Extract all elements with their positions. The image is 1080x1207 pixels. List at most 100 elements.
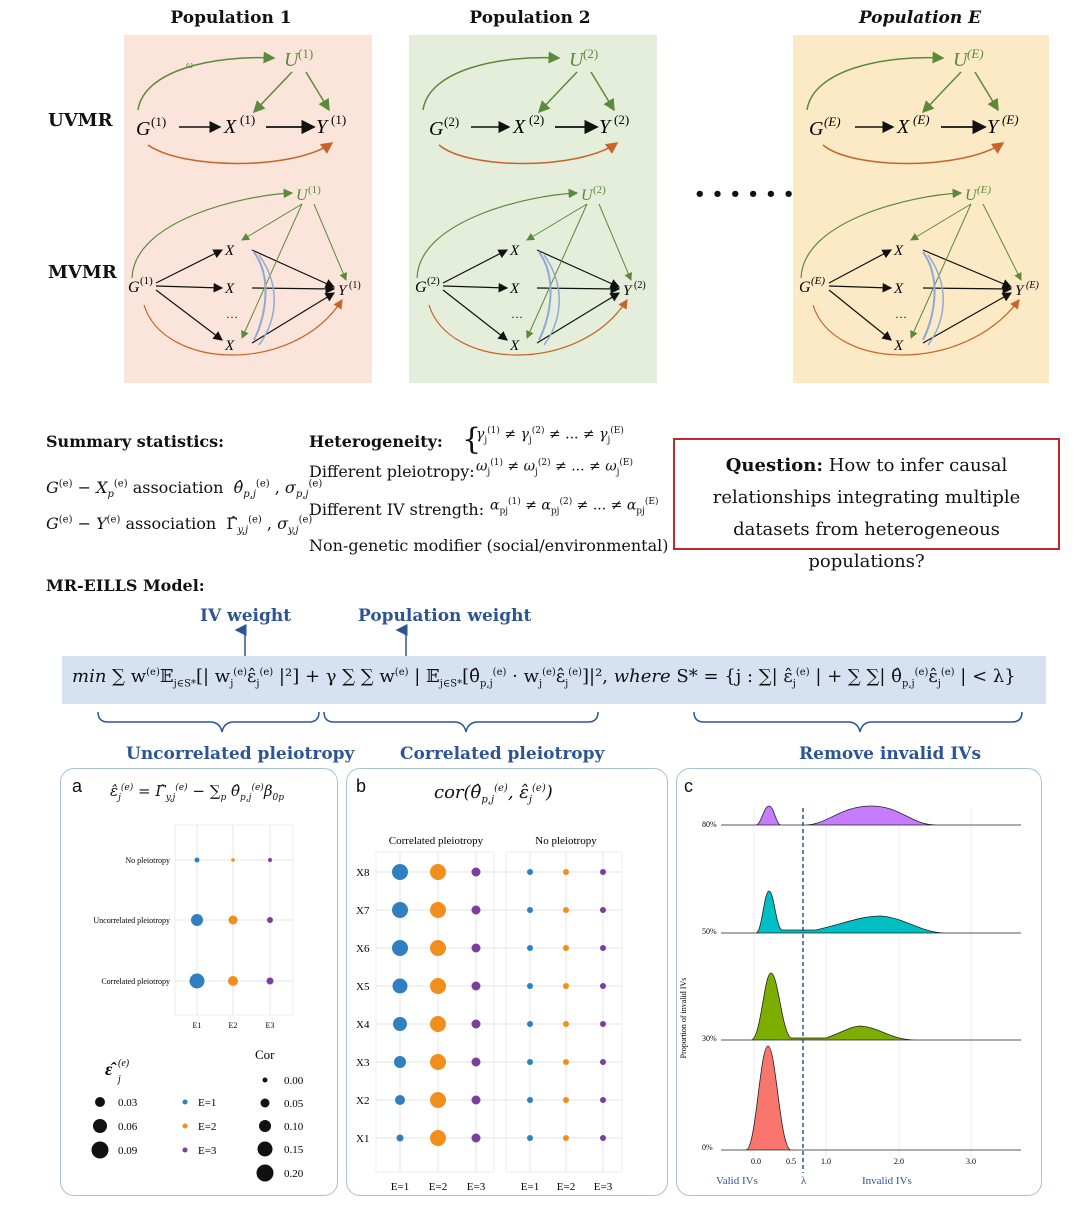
panel-b-row-label: X1 [356, 1133, 369, 1145]
panel-b-row-label: X4 [356, 1019, 370, 1031]
panel-a-dot [231, 858, 235, 862]
panel-a-col-2: E2 [229, 1021, 238, 1030]
svg-text:(2): (2) [593, 184, 606, 196]
legend-size-3: 0.09 [118, 1145, 138, 1157]
svg-text:…: … [511, 307, 523, 321]
panel-b-dot [394, 1056, 406, 1068]
panel-b-formula: cor(θ̂p,j(e), ε̂j(e)) [434, 782, 553, 806]
panel-b-chart: Correlated pleiotropy No pleiotropy X8 X7… [356, 835, 623, 1193]
level-50: 50% [702, 927, 717, 936]
svg-text:…: … [226, 307, 238, 321]
panel-b-dot [600, 1021, 606, 1027]
svg-text:X: X [509, 338, 520, 354]
xtick-2: 2.0 [894, 1157, 904, 1166]
question-bold: Question: [725, 455, 823, 476]
density-30 [721, 972, 1021, 1041]
svg-text:(E): (E) [811, 275, 825, 287]
panel-b-dot [471, 1019, 481, 1029]
panel-b-dot [430, 864, 446, 880]
svg-text:…: … [895, 307, 907, 321]
cor-val-5: 0.20 [284, 1168, 304, 1180]
panel-b-row-label: X6 [356, 943, 370, 955]
summary-line-1: G(e) − Xp(e) association θ̂p,j(e) , σp,j… [46, 478, 323, 501]
panel-a-row-1: No pleiotropy [125, 856, 170, 865]
summary-line-1-label: association [132, 478, 224, 497]
panel-b-dot [430, 1130, 446, 1146]
panel-b-dot [527, 907, 533, 913]
panel-b-dot [392, 978, 408, 994]
summary-line-2-label: association [125, 514, 217, 533]
panel-b-dot [563, 1021, 569, 1027]
svg-text:U: U [965, 187, 978, 204]
svg-text:Y: Y [338, 283, 348, 299]
panel-b-dot [563, 945, 569, 951]
svg-text:(E): (E) [977, 184, 991, 196]
panel-b-dot [527, 1021, 533, 1027]
svg-text:(1): (1) [331, 112, 346, 127]
panel-a-chart: No pleiotropy Uncorrelated pleiotropy Co… [91, 824, 304, 1182]
panel-b-dot [471, 1095, 481, 1105]
density-50 [721, 890, 1021, 934]
svg-text:G: G [429, 118, 444, 140]
level-30: 30% [702, 1034, 717, 1043]
xtick-3: 3.0 [966, 1157, 976, 1166]
panel-b-dot [471, 981, 481, 991]
panel-b-dot [563, 1135, 569, 1141]
panel-b-col-label: E=1 [391, 1181, 409, 1193]
panel-b-dot [527, 1059, 533, 1065]
svg-text:(E): (E) [1026, 280, 1039, 291]
svg-text:(2): (2) [614, 112, 629, 127]
dag-diagrams: ω U (1) G (1) X (1) Y (1) U (1) G (1) X … [128, 46, 361, 356]
panel-a-dot [228, 915, 238, 925]
panel-b-dot [527, 1135, 533, 1141]
svg-text:U: U [284, 49, 300, 71]
alpha-inequality: αpj(1) ≠ αpj(2) ≠ ... ≠ αpj(E) [490, 497, 659, 517]
cor-val-1: 0.00 [284, 1075, 304, 1087]
panel-a-letter: a [72, 776, 83, 796]
svg-text:X: X [509, 243, 520, 259]
svg-text:Y: Y [316, 116, 329, 138]
svg-text:Y: Y [1015, 283, 1025, 299]
panel-b-dot [563, 983, 569, 989]
remove-label: Remove invalid IVs [799, 744, 982, 764]
svg-text:(2): (2) [444, 114, 459, 129]
svg-text:Y: Y [623, 283, 633, 299]
svg-text:(1): (1) [151, 114, 166, 129]
invalid-ivs-label: Invalid IVs [862, 1175, 912, 1187]
question-text: How to infer causal relationships integr… [712, 455, 1021, 572]
gamma-inequality: { γj(1) ≠ γj(2) ≠ ... ≠ γj(E) [462, 422, 624, 457]
uvmr-label: UVMR [48, 110, 113, 131]
cor-val-2: 0.05 [284, 1098, 304, 1110]
svg-text:X: X [893, 338, 904, 354]
panel-b-dot [471, 1057, 481, 1067]
panel-b-dot [471, 1133, 481, 1143]
panel-b-col-label: E=1 [521, 1181, 539, 1193]
cor-title: Cor [255, 1047, 275, 1062]
svg-text:(2): (2) [634, 280, 646, 291]
dag-population-2: U (2) G (2) X (2) Y (2) U (2) G (2) X X … [415, 46, 646, 356]
legend-e-3: E=3 [198, 1145, 217, 1157]
svg-text:U: U [953, 49, 969, 71]
panel-b-dot [527, 945, 533, 951]
panel-a-col-1: E1 [193, 1021, 202, 1030]
panel-a-dot [267, 917, 273, 923]
svg-text:X: X [893, 281, 904, 297]
mvmr-label: MVMR [48, 262, 117, 283]
population-e-panel [793, 35, 1049, 383]
svg-text:X: X [509, 281, 520, 297]
panel-b-dot [471, 905, 481, 915]
ellipsis: • • • • • • [694, 184, 795, 205]
panel-a-dot [268, 858, 272, 862]
panel-b-dot [527, 869, 533, 875]
svg-text:(E): (E) [1002, 112, 1019, 127]
population-e-title: Population E [858, 8, 982, 28]
svg-text:X: X [223, 116, 237, 138]
panel-b-left-title: Correlated pleiotropy [389, 835, 484, 847]
panel-b-dot [527, 1097, 533, 1103]
panel-a-dot [194, 857, 200, 863]
summary-title: Summary statistics: [46, 432, 225, 451]
population-1-title: Population 1 [170, 8, 292, 28]
svg-text:(e): (e) [118, 1058, 130, 1069]
panel-c-letter: c [684, 776, 693, 796]
panel-b-dot [393, 1017, 407, 1031]
